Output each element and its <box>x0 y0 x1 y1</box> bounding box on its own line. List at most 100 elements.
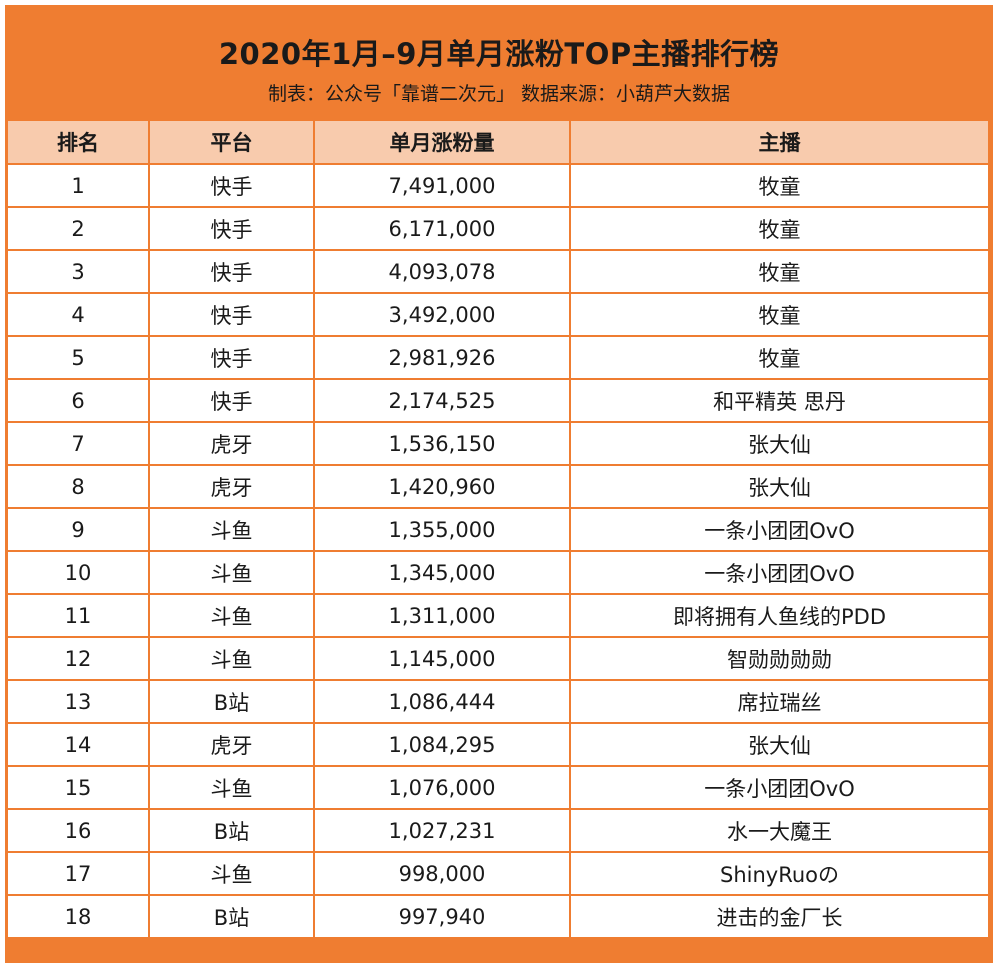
cell-rank: 18 <box>6 894 150 939</box>
cell-rank: 5 <box>6 335 150 380</box>
cell-streamer: 进击的金厂长 <box>569 894 990 939</box>
table-row: 11 斗鱼 1,311,000 即将拥有人鱼线的PDD <box>6 593 990 638</box>
cell-platform: B站 <box>148 808 315 853</box>
cell-followers-gain: 1,536,150 <box>313 421 571 466</box>
table-row: 10 斗鱼 1,345,000 一条小团团OvO <box>6 550 990 595</box>
ranking-table: 排名 平台 单月涨粉量 主播 1 快手 7,491,000 牧童 2 快手 6,171,00… <box>6 119 990 939</box>
cell-rank: 13 <box>6 679 150 724</box>
cell-streamer: 席拉瑞丝 <box>569 679 990 724</box>
column-header-streamer: 主播 <box>569 119 990 165</box>
cell-followers-gain: 6,171,000 <box>313 206 571 251</box>
table-row: 8 虎牙 1,420,960 张大仙 <box>6 464 990 509</box>
cell-followers-gain: 1,027,231 <box>313 808 571 853</box>
cell-platform: 快手 <box>148 163 315 208</box>
cell-platform: B站 <box>148 894 315 939</box>
cell-platform: B站 <box>148 679 315 724</box>
cell-platform: 快手 <box>148 292 315 337</box>
cell-platform: 斗鱼 <box>148 550 315 595</box>
table-header-row: 排名 平台 单月涨粉量 主播 <box>6 119 990 165</box>
column-header-followers-gain: 单月涨粉量 <box>313 119 571 165</box>
table-row: 16 B站 1,027,231 水一大魔王 <box>6 808 990 853</box>
cell-platform: 虎牙 <box>148 722 315 767</box>
cell-followers-gain: 1,145,000 <box>313 636 571 681</box>
cell-platform: 快手 <box>148 206 315 251</box>
table-body: 1 快手 7,491,000 牧童 2 快手 6,171,000 牧童 3 快手 4,093,078… <box>6 163 990 939</box>
cell-rank: 16 <box>6 808 150 853</box>
column-header-platform: 平台 <box>148 119 315 165</box>
cell-rank: 12 <box>6 636 150 681</box>
table-row: 18 B站 997,940 进击的金厂长 <box>6 894 990 939</box>
cell-followers-gain: 1,076,000 <box>313 765 571 810</box>
cell-streamer: 一条小团团OvO <box>569 765 990 810</box>
column-header-rank: 排名 <box>6 119 150 165</box>
table-row: 9 斗鱼 1,355,000 一条小团团OvO <box>6 507 990 552</box>
cell-streamer: 牧童 <box>569 249 990 294</box>
table-row: 5 快手 2,981,926 牧童 <box>6 335 990 380</box>
table-row: 13 B站 1,086,444 席拉瑞丝 <box>6 679 990 724</box>
cell-platform: 快手 <box>148 335 315 380</box>
table-row: 4 快手 3,492,000 牧童 <box>6 292 990 337</box>
cell-followers-gain: 3,492,000 <box>313 292 571 337</box>
table-header-banner: 2020年1月–9月单月涨粉TOP主播排行榜 制表：公众号「靠谱二次元」 数据来… <box>5 5 993 120</box>
cell-streamer: 水一大魔王 <box>569 808 990 853</box>
cell-streamer: 牧童 <box>569 335 990 380</box>
cell-platform: 虎牙 <box>148 421 315 466</box>
cell-followers-gain: 1,311,000 <box>313 593 571 638</box>
cell-followers-gain: 998,000 <box>313 851 571 896</box>
table-row: 3 快手 4,093,078 牧童 <box>6 249 990 294</box>
cell-rank: 4 <box>6 292 150 337</box>
cell-streamer: 张大仙 <box>569 722 990 767</box>
page-subtitle: 制表：公众号「靠谱二次元」 数据来源：小葫芦大数据 <box>267 83 731 105</box>
cell-streamer: 即将拥有人鱼线的PDD <box>569 593 990 638</box>
cell-rank: 1 <box>6 163 150 208</box>
cell-rank: 10 <box>6 550 150 595</box>
cell-rank: 9 <box>6 507 150 552</box>
cell-followers-gain: 1,345,000 <box>313 550 571 595</box>
page-title: 2020年1月–9月单月涨粉TOP主播排行榜 <box>218 37 780 71</box>
cell-followers-gain: 1,355,000 <box>313 507 571 552</box>
cell-rank: 17 <box>6 851 150 896</box>
cell-rank: 3 <box>6 249 150 294</box>
cell-rank: 8 <box>6 464 150 509</box>
cell-followers-gain: 7,491,000 <box>313 163 571 208</box>
cell-streamer: 牧童 <box>569 163 990 208</box>
table-row: 2 快手 6,171,000 牧童 <box>6 206 990 251</box>
table-row: 17 斗鱼 998,000 ShinyRuoの <box>6 851 990 896</box>
cell-rank: 11 <box>6 593 150 638</box>
cell-platform: 斗鱼 <box>148 636 315 681</box>
cell-streamer: 张大仙 <box>569 464 990 509</box>
cell-platform: 快手 <box>148 249 315 294</box>
cell-platform: 斗鱼 <box>148 593 315 638</box>
cell-rank: 14 <box>6 722 150 767</box>
cell-followers-gain: 2,174,525 <box>313 378 571 423</box>
table-row: 6 快手 2,174,525 和平精英 思丹 <box>6 378 990 423</box>
cell-streamer: 张大仙 <box>569 421 990 466</box>
cell-streamer: 智勋勋勋勋 <box>569 636 990 681</box>
cell-followers-gain: 2,981,926 <box>313 335 571 380</box>
table-row: 1 快手 7,491,000 牧童 <box>6 163 990 208</box>
cell-streamer: ShinyRuoの <box>569 851 990 896</box>
cell-streamer: 一条小团团OvO <box>569 507 990 552</box>
cell-followers-gain: 4,093,078 <box>313 249 571 294</box>
cell-streamer: 一条小团团OvO <box>569 550 990 595</box>
cell-streamer: 牧童 <box>569 206 990 251</box>
cell-followers-gain: 1,084,295 <box>313 722 571 767</box>
cell-platform: 虎牙 <box>148 464 315 509</box>
table-row: 12 斗鱼 1,145,000 智勋勋勋勋 <box>6 636 990 681</box>
cell-platform: 斗鱼 <box>148 851 315 896</box>
cell-followers-gain: 1,086,444 <box>313 679 571 724</box>
cell-followers-gain: 997,940 <box>313 894 571 939</box>
table-row: 14 虎牙 1,084,295 张大仙 <box>6 722 990 767</box>
cell-streamer: 牧童 <box>569 292 990 337</box>
cell-followers-gain: 1,420,960 <box>313 464 571 509</box>
cell-platform: 快手 <box>148 378 315 423</box>
cell-platform: 斗鱼 <box>148 507 315 552</box>
table-row: 15 斗鱼 1,076,000 一条小团团OvO <box>6 765 990 810</box>
cell-rank: 6 <box>6 378 150 423</box>
cell-rank: 2 <box>6 206 150 251</box>
cell-rank: 15 <box>6 765 150 810</box>
cell-platform: 斗鱼 <box>148 765 315 810</box>
cell-rank: 7 <box>6 421 150 466</box>
table-row: 7 虎牙 1,536,150 张大仙 <box>6 421 990 466</box>
cell-streamer: 和平精英 思丹 <box>569 378 990 423</box>
